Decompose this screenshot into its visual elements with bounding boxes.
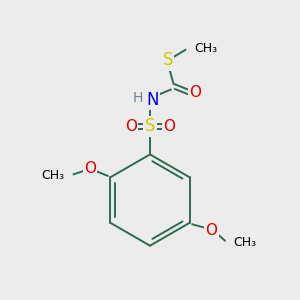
Text: O: O bbox=[189, 85, 201, 100]
Text: CH₃: CH₃ bbox=[234, 236, 257, 248]
Text: H: H bbox=[132, 92, 142, 106]
Text: O: O bbox=[206, 223, 218, 238]
Text: CH₃: CH₃ bbox=[42, 169, 65, 182]
Text: N: N bbox=[146, 91, 159, 109]
Text: S: S bbox=[162, 51, 173, 69]
Text: CH₃: CH₃ bbox=[194, 42, 217, 55]
Text: O: O bbox=[84, 161, 96, 176]
Text: S: S bbox=[145, 117, 155, 135]
Text: O: O bbox=[163, 119, 175, 134]
Text: O: O bbox=[125, 119, 137, 134]
